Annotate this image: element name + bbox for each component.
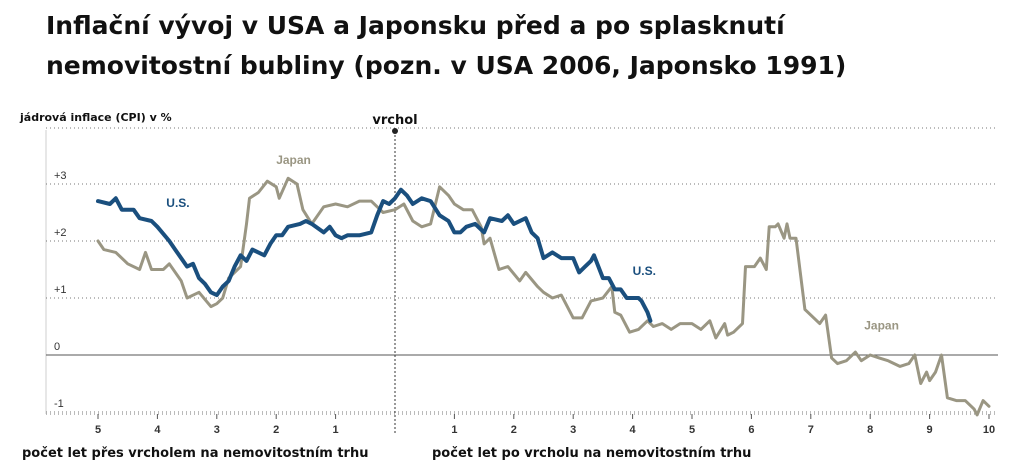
series-line-japan xyxy=(96,176,991,417)
x-tick-label: 4 xyxy=(154,424,161,436)
y-ticks: +3 +2 +1 0 -1 xyxy=(54,170,67,410)
series-label-japan: Japan xyxy=(276,153,311,167)
series-label-us: U.S. xyxy=(633,264,656,278)
grid xyxy=(45,127,998,415)
x-tick-label: 7 xyxy=(808,424,814,436)
series-lines xyxy=(96,176,991,417)
y-tick-label: -1 xyxy=(54,398,64,410)
series-labels: Japan U.S. U.S. Japan xyxy=(166,153,899,332)
series-line-us xyxy=(96,187,653,323)
x-tick-label: 8 xyxy=(867,424,873,436)
x-tick-label: 5 xyxy=(689,424,695,436)
y-tick-label: 0 xyxy=(54,341,60,353)
x-tick-label: 4 xyxy=(630,424,637,436)
peak-marker xyxy=(392,128,398,134)
y-axis-label: jádrová inflace (CPI) v % xyxy=(19,111,172,124)
x-tick-label: 9 xyxy=(927,424,933,436)
x-tick-label: 1 xyxy=(451,424,457,436)
x-tick-label: 10 xyxy=(983,424,995,436)
x-tick-label: 3 xyxy=(570,424,576,436)
y-tick-label: +2 xyxy=(54,227,67,239)
x-tick-label: 3 xyxy=(214,424,220,436)
chart-title: Inflační vývoj v USA a Japonsku před a p… xyxy=(46,11,847,80)
x-tick-label: 5 xyxy=(95,424,101,436)
x-axis-label-right: počet let po vrcholu na nemovitostním tr… xyxy=(432,446,751,461)
x-ticks: 5 4 3 2 1 1 2 3 4 5 6 7 8 9 10 xyxy=(95,414,995,436)
x-tick-label: 6 xyxy=(748,424,754,436)
x-tick-label: 1 xyxy=(333,424,339,436)
x-tick-label: 2 xyxy=(511,424,517,436)
y-tick-label: +1 xyxy=(54,284,67,296)
series-label-japan: Japan xyxy=(864,318,899,332)
peak-label: vrchol xyxy=(372,113,417,128)
series-label-us: U.S. xyxy=(166,196,189,210)
y-tick-label: +3 xyxy=(54,170,67,182)
x-axis-label-left: počet let přes vrcholem na nemovitostním… xyxy=(22,446,368,461)
x-tick-label: 2 xyxy=(273,424,279,436)
